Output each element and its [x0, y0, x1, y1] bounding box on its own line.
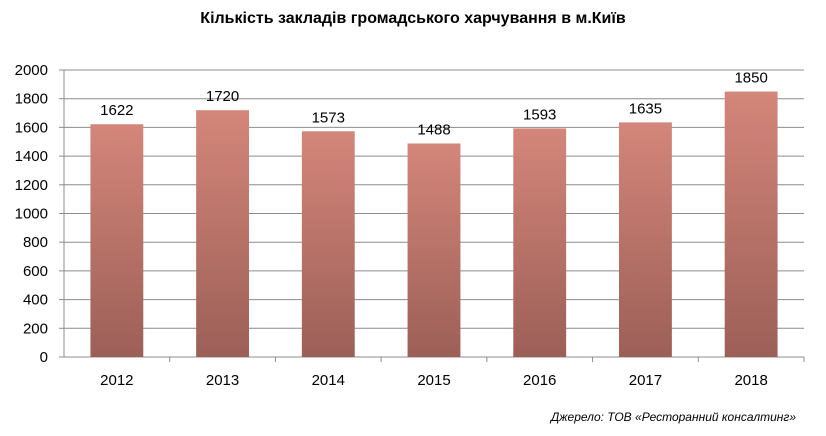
- y-tick-label: 1400: [15, 148, 48, 165]
- y-tick-label: 1000: [15, 206, 48, 223]
- bar: [196, 110, 249, 358]
- data-label: 1573: [312, 109, 345, 126]
- bar: [513, 128, 567, 357]
- bar: [619, 122, 672, 357]
- axes: 0 200 400 600 800 1000 1200 1400 1600 1800 2000 201…: [15, 62, 805, 389]
- x-tick-label: 2015: [417, 372, 450, 389]
- data-label: 1593: [523, 106, 556, 123]
- y-tick-label: 800: [23, 234, 48, 251]
- bars: [90, 91, 778, 358]
- data-label: 1488: [417, 121, 450, 138]
- data-label: 1622: [100, 102, 133, 119]
- data-label: 1850: [734, 70, 767, 87]
- y-tick-label: 400: [23, 292, 48, 309]
- y-tick-label: 600: [23, 263, 48, 280]
- y-tick-label: 2000: [15, 62, 48, 79]
- data-labels: 1622 1720 1573 1488 1593 1635 1850: [100, 70, 768, 139]
- y-tick-label: 1800: [15, 91, 48, 108]
- bar: [301, 131, 355, 357]
- source-note: Джерело: ТОВ «Ресторанний консалтинг»: [550, 410, 796, 424]
- y-tick-label: 0: [40, 349, 48, 366]
- y-tick-label: 1200: [15, 177, 48, 194]
- y-tick-label: 200: [23, 320, 48, 337]
- bar: [407, 143, 461, 357]
- data-label: 1635: [629, 100, 662, 117]
- x-tick-label: 2018: [734, 372, 767, 389]
- y-tick-label: 1600: [15, 119, 48, 136]
- bar: [90, 124, 144, 357]
- chart-title: Кількість закладів громадського харчуван…: [200, 10, 626, 27]
- x-tick-label: 2013: [206, 372, 239, 389]
- x-tick-label: 2012: [100, 372, 133, 389]
- data-label: 1720: [206, 88, 239, 105]
- x-tick-label: 2016: [523, 372, 556, 389]
- x-tick-label: 2014: [312, 372, 345, 389]
- bar: [724, 91, 778, 358]
- x-tick-label: 2017: [629, 372, 662, 389]
